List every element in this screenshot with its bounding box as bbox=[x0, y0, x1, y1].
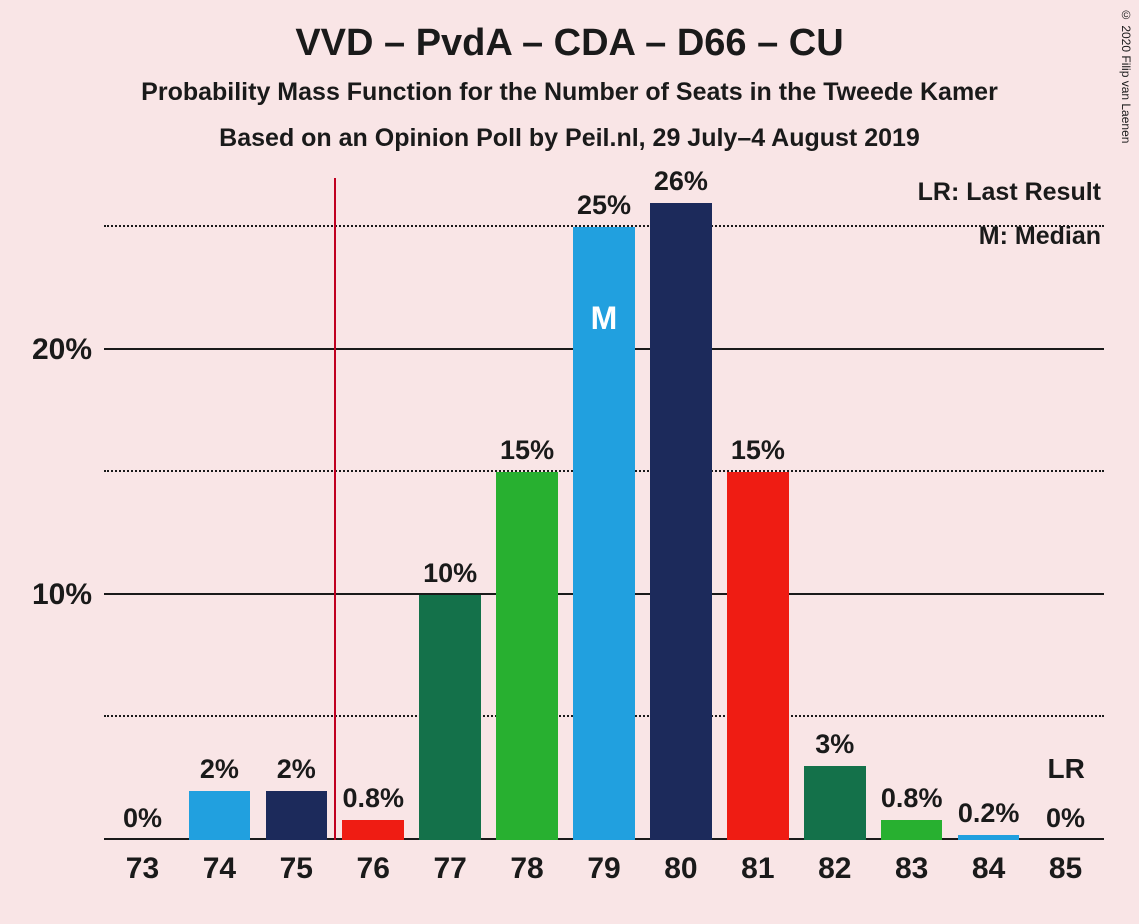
bar bbox=[266, 791, 328, 840]
x-tick-label: 74 bbox=[203, 840, 236, 886]
x-tick-label: 80 bbox=[664, 840, 697, 886]
bar-chart: 10%20%0%732%742%750.8%7610%7715%7825%79M… bbox=[104, 178, 1104, 840]
x-tick-label: 78 bbox=[510, 840, 543, 886]
bar bbox=[881, 820, 943, 840]
x-tick-label: 84 bbox=[972, 840, 1005, 886]
bar bbox=[419, 595, 481, 840]
chart-subtitle-1: Probability Mass Function for the Number… bbox=[0, 78, 1139, 107]
x-tick-label: 77 bbox=[433, 840, 466, 886]
bar-value-label: 0.2% bbox=[958, 798, 1020, 829]
bar-value-label: 0% bbox=[123, 803, 162, 834]
x-tick-label: 73 bbox=[126, 840, 159, 886]
bar-value-label: 0.8% bbox=[342, 783, 404, 814]
x-tick-label: 76 bbox=[357, 840, 390, 886]
legend: LR: Last Result M: Median bbox=[918, 178, 1101, 251]
y-tick-label: 20% bbox=[32, 333, 104, 367]
bar-value-label: 0.8% bbox=[881, 783, 943, 814]
bar bbox=[804, 766, 866, 840]
chart-title: VVD – PvdA – CDA – D66 – CU bbox=[0, 22, 1139, 65]
bar-value-label: 26% bbox=[654, 166, 708, 197]
last-result-line bbox=[334, 178, 336, 840]
bar bbox=[727, 472, 789, 840]
bar bbox=[650, 203, 712, 840]
y-tick-label: 10% bbox=[32, 578, 104, 612]
legend-median: M: Median bbox=[918, 222, 1101, 251]
x-tick-label: 75 bbox=[280, 840, 313, 886]
bar bbox=[496, 472, 558, 840]
bar-value-label: 2% bbox=[277, 754, 316, 785]
bar-value-label: 15% bbox=[500, 435, 554, 466]
x-tick-label: 82 bbox=[818, 840, 851, 886]
x-tick-label: 83 bbox=[895, 840, 928, 886]
last-result-label: LR bbox=[1048, 753, 1085, 785]
x-tick-label: 79 bbox=[587, 840, 620, 886]
median-marker: M bbox=[591, 300, 618, 337]
copyright-text: © 2020 Filip van Laenen bbox=[1119, 8, 1133, 143]
bar bbox=[342, 820, 404, 840]
legend-lr: LR: Last Result bbox=[918, 178, 1101, 207]
bar-value-label: 25% bbox=[577, 190, 631, 221]
bar-value-label: 15% bbox=[731, 435, 785, 466]
chart-subtitle-2: Based on an Opinion Poll by Peil.nl, 29 … bbox=[0, 124, 1139, 153]
plot-area: 10%20%0%732%742%750.8%7610%7715%7825%79M… bbox=[104, 178, 1104, 840]
bar-value-label: 10% bbox=[423, 558, 477, 589]
bar bbox=[189, 791, 251, 840]
x-tick-label: 85 bbox=[1049, 840, 1082, 886]
bar-value-label: 2% bbox=[200, 754, 239, 785]
bar-value-label: 3% bbox=[815, 729, 854, 760]
x-tick-label: 81 bbox=[741, 840, 774, 886]
bar-value-label: 0% bbox=[1046, 803, 1085, 834]
